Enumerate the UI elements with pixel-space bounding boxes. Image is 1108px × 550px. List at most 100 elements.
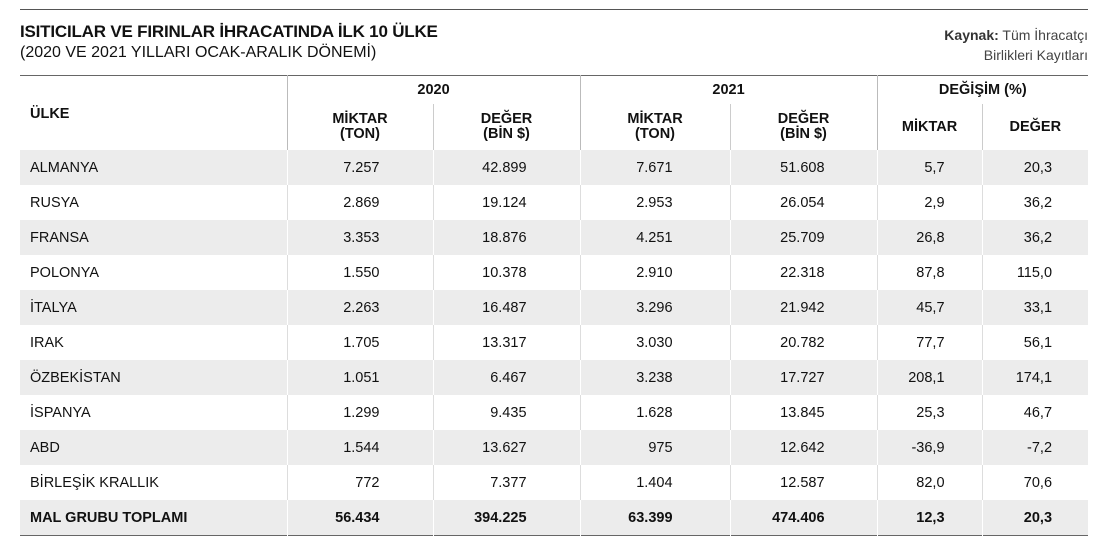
cell: 1.544: [286, 430, 433, 465]
source-text: Tüm İhracatçı Birlikleri Kayıtları: [983, 27, 1088, 63]
cell: 6.467: [432, 360, 581, 395]
cell: 1.051: [286, 360, 433, 395]
cell: 7.377: [432, 465, 581, 500]
cell: 3.296: [579, 290, 731, 325]
cell: -36,9: [876, 430, 983, 465]
table-row: İTALYA 2.263 16.487 3.296 21.942 45,7 33,1: [20, 290, 1089, 325]
table: ÜLKE 2020 2021 DEĞİŞİM (%) MİKTAR (TON) D…: [20, 75, 1089, 536]
cell: 975: [579, 430, 731, 465]
cell: 1.299: [286, 395, 433, 430]
cell: 115,0: [981, 255, 1089, 290]
cell: 12.642: [729, 430, 878, 465]
cell: 25,3: [876, 395, 983, 430]
cell: 21.942: [729, 290, 878, 325]
cell: 36,2: [981, 185, 1089, 220]
cell: 46,7: [981, 395, 1089, 430]
sub-header: MİKTAR (TON): [286, 104, 433, 150]
country: BİRLEŞİK KRALLIK: [30, 474, 159, 491]
sub-header: DEĞER (BİN $): [432, 104, 581, 150]
country: MAL GRUBU TOPLAMI: [20, 500, 287, 536]
country: İTALYA: [20, 290, 287, 325]
cell: 63.399: [579, 500, 731, 536]
country: ÖZBEKİSTAN: [20, 360, 287, 395]
cell: 208,1: [876, 360, 983, 395]
cell: 56.434: [286, 500, 433, 536]
table-row: BİRLEŞİK KRALLIK 772 7.377 1.404 12.587 82,0 7…: [20, 465, 1089, 500]
cell: 22.318: [729, 255, 878, 290]
cell: 13.845: [729, 395, 878, 430]
cell: 2.953: [579, 185, 731, 220]
cell: 2,9: [876, 185, 983, 220]
cell: 2.869: [286, 185, 433, 220]
table-row: IRAK 1.705 13.317 3.030 20.782 77,7 56,1: [20, 325, 1089, 360]
cell: 3.030: [579, 325, 731, 360]
cell: 56,1: [981, 325, 1089, 360]
cell: 474.406: [729, 500, 878, 536]
table-head: ÜLKE 2020 2021 DEĞİŞİM (%) MİKTAR (TON) D…: [20, 75, 1089, 150]
subtitle: (2020 VE 2021 YILLARI OCAK-ARALIK DÖNEMİ…: [20, 44, 377, 61]
cell: 77,7: [876, 325, 983, 360]
table-row: ABD 1.544 13.627 975 12.642 -36,9 -7,2: [20, 430, 1089, 465]
cell: 1.550: [286, 255, 433, 290]
cell: 20.782: [729, 325, 878, 360]
cell: 1.705: [286, 325, 433, 360]
cell: 33,1: [981, 290, 1089, 325]
country: IRAK: [30, 334, 64, 351]
top-rule: [20, 9, 1088, 10]
cell: 20,3: [981, 500, 1089, 536]
table-row: RUSYA 2.869 19.124 2.953 26.054 2,9 36,2: [20, 185, 1089, 220]
source-label: Kaynak:: [944, 27, 999, 43]
cell: 42.899: [432, 150, 581, 185]
cell: 12,3: [876, 500, 983, 536]
country: FRANSA: [20, 220, 287, 255]
source: Kaynak: Tüm İhracatçı Birlikleri Kayıtla…: [944, 25, 1088, 65]
table-row: POLONYA 1.550 10.378 2.910 22.318 87,8 115,0: [20, 255, 1089, 290]
cell: 13.317: [432, 325, 581, 360]
table-row: MAL GRUBU TOPLAMI 56.434 394.225 63.399 474.…: [20, 500, 1089, 536]
cell: 7.671: [579, 150, 731, 185]
cell: 10.378: [432, 255, 581, 290]
cell: 7.257: [286, 150, 433, 185]
cell: 1.404: [579, 465, 731, 500]
cell: 70,6: [981, 465, 1089, 500]
country: İSPANYA: [30, 404, 91, 421]
cell: 174,1: [981, 360, 1089, 395]
cell: 26,8: [876, 220, 983, 255]
sub-header: DEĞER: [981, 104, 1089, 150]
cell: 18.876: [432, 220, 581, 255]
country: ABD: [20, 430, 287, 465]
cell: 36,2: [981, 220, 1089, 255]
sub-header: MİKTAR (TON): [579, 104, 731, 150]
cell: 394.225: [432, 500, 581, 536]
country-header: ÜLKE: [30, 106, 70, 122]
cell: 16.487: [432, 290, 581, 325]
cell: 13.627: [432, 430, 581, 465]
country: ALMANYA: [20, 150, 287, 185]
cell: 2.263: [286, 290, 433, 325]
cell: 87,8: [876, 255, 983, 290]
group-header: 2021: [579, 75, 878, 104]
cell: 51.608: [729, 150, 878, 185]
cell: -7,2: [981, 430, 1089, 465]
table-row: FRANSA 3.353 18.876 4.251 25.709 26,8 36,2: [20, 220, 1089, 255]
title: ISITICILAR VE FIRINLAR İHRACATINDA İLK 1…: [20, 22, 438, 41]
cell: 82,0: [876, 465, 983, 500]
cell: 9.435: [432, 395, 581, 430]
table-row: İSPANYA 1.299 9.435 1.628 13.845 25,3 46,7: [20, 395, 1089, 430]
country: RUSYA: [30, 194, 79, 211]
cell: 20,3: [981, 150, 1089, 185]
sub-header: MİKTAR: [876, 104, 983, 150]
cell: 1.628: [579, 395, 731, 430]
table-body: ALMANYA 7.257 42.899 7.671 51.608 5,7 20,3 RUSY…: [20, 150, 1089, 536]
cell: 17.727: [729, 360, 878, 395]
cell: 12.587: [729, 465, 878, 500]
cell: 3.238: [579, 360, 731, 395]
group-header: DEĞİŞİM (%): [876, 75, 1089, 104]
cell: 2.910: [579, 255, 731, 290]
cell: 3.353: [286, 220, 433, 255]
cell: 4.251: [579, 220, 731, 255]
table-row: ÖZBEKİSTAN 1.051 6.467 3.238 17.727 208,1 174,…: [20, 360, 1089, 395]
cell: 19.124: [432, 185, 581, 220]
sub-header: DEĞER (BİN $): [729, 104, 878, 150]
